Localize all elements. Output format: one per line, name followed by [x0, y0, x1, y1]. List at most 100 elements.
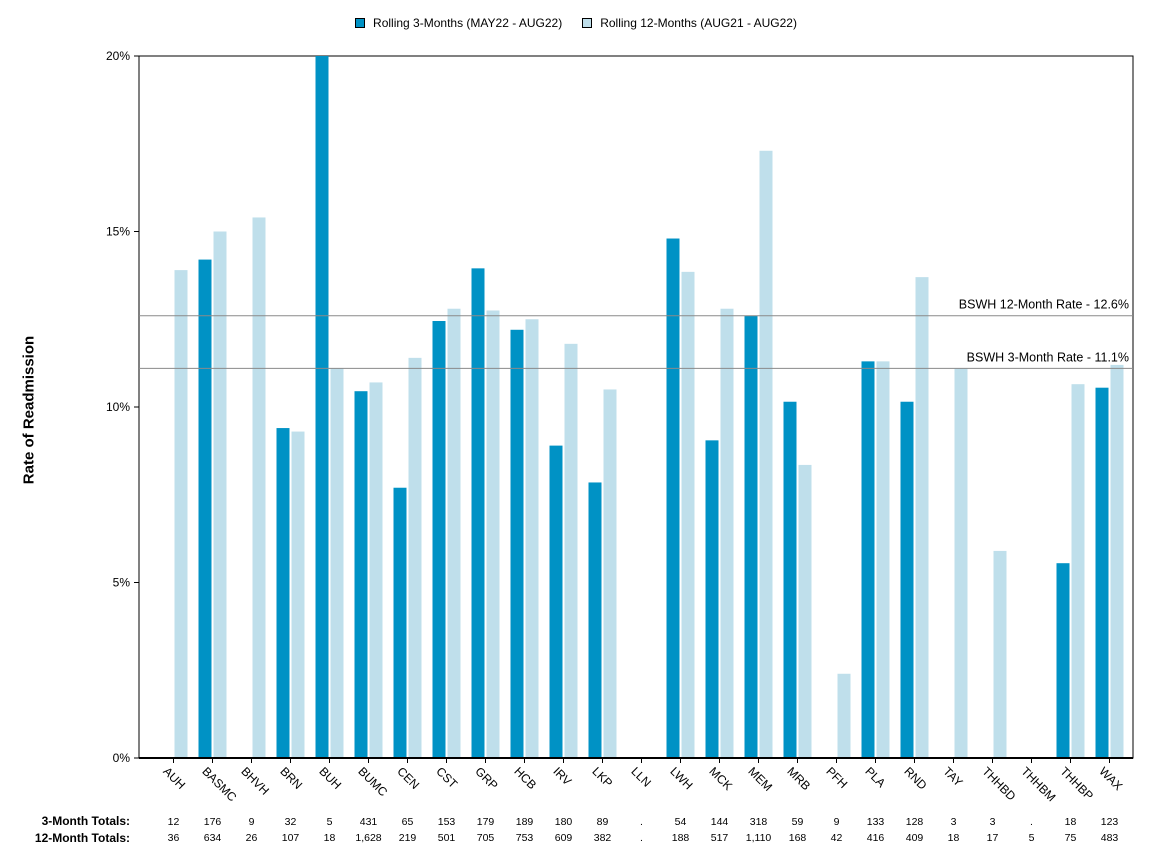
x-tick-label-irv: IRV — [550, 764, 574, 788]
bar-12-month-bhvh — [252, 217, 266, 758]
twelve-month-total-lln: . — [640, 832, 643, 844]
bar-3-month-cen — [393, 487, 407, 758]
three-month-total-basmc: 176 — [204, 816, 222, 828]
three-month-total-mck: 144 — [711, 816, 729, 828]
bar-3-month-lwh — [666, 238, 680, 758]
twelve-month-total-thhbd: 17 — [987, 832, 999, 844]
bar-12-month-brn — [291, 431, 305, 758]
x-tick-label-grp: GRP — [472, 764, 500, 792]
bar-12-month-pla — [876, 361, 890, 758]
three-month-total-cst: 153 — [438, 816, 456, 828]
x-tick-label-bumc: BUMC — [355, 764, 390, 799]
twelve-month-total-lwh: 188 — [672, 832, 690, 844]
three-month-total-tay: 3 — [951, 816, 957, 828]
x-tick-label-mck: MCK — [706, 764, 735, 793]
three-month-total-rnd: 128 — [906, 816, 924, 828]
x-tick-label-buh: BUH — [316, 764, 344, 792]
bar-3-month-mem — [744, 315, 758, 758]
three-month-total-lkp: 89 — [597, 816, 609, 828]
bar-3-month-cst — [432, 321, 446, 758]
bar-3-month-mrb — [783, 401, 797, 758]
bar-12-month-thhbd — [993, 550, 1007, 758]
bar-12-month-auh — [174, 270, 188, 758]
three-month-total-pla: 133 — [867, 816, 885, 828]
three-month-total-grp: 179 — [477, 816, 495, 828]
three-month-total-auh: 12 — [168, 816, 180, 828]
legend-label-12-month: Rolling 12-Months (AUG21 - AUG22) — [600, 16, 797, 30]
three-month-total-bhvh: 9 — [249, 816, 255, 828]
x-tick-label-cen: CEN — [394, 764, 422, 792]
three-month-totals-label: 3-Month Totals: — [41, 814, 130, 828]
twelve-month-total-lkp: 382 — [594, 832, 612, 844]
bar-12-month-hcb — [525, 319, 539, 758]
bar-3-month-hcb — [510, 329, 524, 758]
twelve-month-total-mrb: 168 — [789, 832, 807, 844]
twelve-month-total-thhbp: 75 — [1065, 832, 1077, 844]
legend-swatch-12-month — [582, 18, 593, 28]
bar-3-month-thhbp — [1056, 563, 1070, 758]
bar-12-month-wax — [1110, 364, 1124, 758]
x-tick-label-bhvh: BHVH — [238, 764, 271, 797]
twelve-month-totals-label: 12-Month Totals: — [34, 831, 130, 845]
three-month-total-thhbm: . — [1030, 816, 1033, 828]
bar-12-month-tay — [954, 368, 968, 758]
three-month-total-mem: 318 — [750, 816, 768, 828]
legend: Rolling 3-Months (MAY22 - AUG22) Rolling… — [0, 16, 1152, 30]
x-tick-label-wax: WAX — [1096, 764, 1125, 793]
three-month-total-thhbp: 18 — [1065, 816, 1077, 828]
twelve-month-total-thhbm: 5 — [1029, 832, 1035, 844]
reference-line-label-0: BSWH 12-Month Rate - 12.6% — [959, 298, 1129, 312]
x-tick-label-auh: AUH — [160, 764, 188, 792]
x-tick-label-lwh: LWH — [667, 764, 695, 792]
bar-3-month-grp — [471, 268, 485, 758]
x-tick-label-mrb: MRB — [784, 764, 813, 793]
x-tick-label-thhbm: THHBM — [1018, 764, 1058, 804]
x-tick-label-hcb: HCB — [511, 764, 539, 792]
bar-3-month-bumc — [354, 391, 368, 758]
twelve-month-total-buh: 18 — [324, 832, 336, 844]
three-month-total-lwh: 54 — [675, 816, 687, 828]
twelve-month-total-rnd: 409 — [906, 832, 924, 844]
three-month-total-brn: 32 — [285, 816, 297, 828]
three-month-total-hcb: 189 — [516, 816, 534, 828]
bar-12-month-mrb — [798, 464, 812, 758]
bar-3-month-irv — [549, 445, 563, 758]
x-tick-label-mem: MEM — [745, 764, 775, 794]
y-tick-label: 0% — [113, 751, 131, 765]
x-tick-label-pfh: PFH — [823, 764, 850, 791]
bar-12-month-cst — [447, 308, 461, 758]
bar-12-month-basmc — [213, 231, 227, 758]
three-month-total-cen: 65 — [402, 816, 414, 828]
x-tick-label-cst: CST — [433, 764, 460, 791]
twelve-month-total-mem: 1,110 — [746, 832, 772, 844]
twelve-month-total-grp: 705 — [477, 832, 495, 844]
bar-12-month-mck — [720, 308, 734, 758]
three-month-total-pfh: 9 — [834, 816, 840, 828]
y-tick-label: 5% — [113, 576, 131, 590]
x-tick-label-basmc: BASMC — [199, 764, 239, 804]
twelve-month-total-pla: 416 — [867, 832, 885, 844]
bar-3-month-pla — [861, 361, 875, 758]
bar-3-month-mck — [705, 440, 719, 758]
y-tick-label: 20% — [106, 49, 130, 63]
bar-12-month-grp — [486, 310, 500, 758]
three-month-total-thhbd: 3 — [990, 816, 996, 828]
twelve-month-total-bhvh: 26 — [246, 832, 258, 844]
bar-12-month-pfh — [837, 673, 851, 758]
bar-3-month-wax — [1095, 387, 1109, 758]
twelve-month-total-cst: 501 — [438, 832, 456, 844]
legend-swatch-3-month — [355, 18, 366, 28]
bar-3-month-rnd — [900, 401, 914, 758]
twelve-month-total-wax: 483 — [1101, 832, 1119, 844]
bar-12-month-thhbp — [1071, 384, 1085, 758]
twelve-month-total-mck: 517 — [711, 832, 729, 844]
three-month-total-bumc: 431 — [360, 816, 378, 828]
bar-3-month-buh — [315, 56, 329, 758]
reference-line-label-1: BSWH 3-Month Rate - 11.1% — [967, 350, 1129, 364]
x-tick-label-thhbp: THHBP — [1057, 764, 1096, 803]
bar-12-month-lkp — [603, 389, 617, 758]
bar-12-month-cen — [408, 357, 422, 758]
bar-12-month-rnd — [915, 277, 929, 758]
twelve-month-total-brn: 107 — [282, 832, 300, 844]
